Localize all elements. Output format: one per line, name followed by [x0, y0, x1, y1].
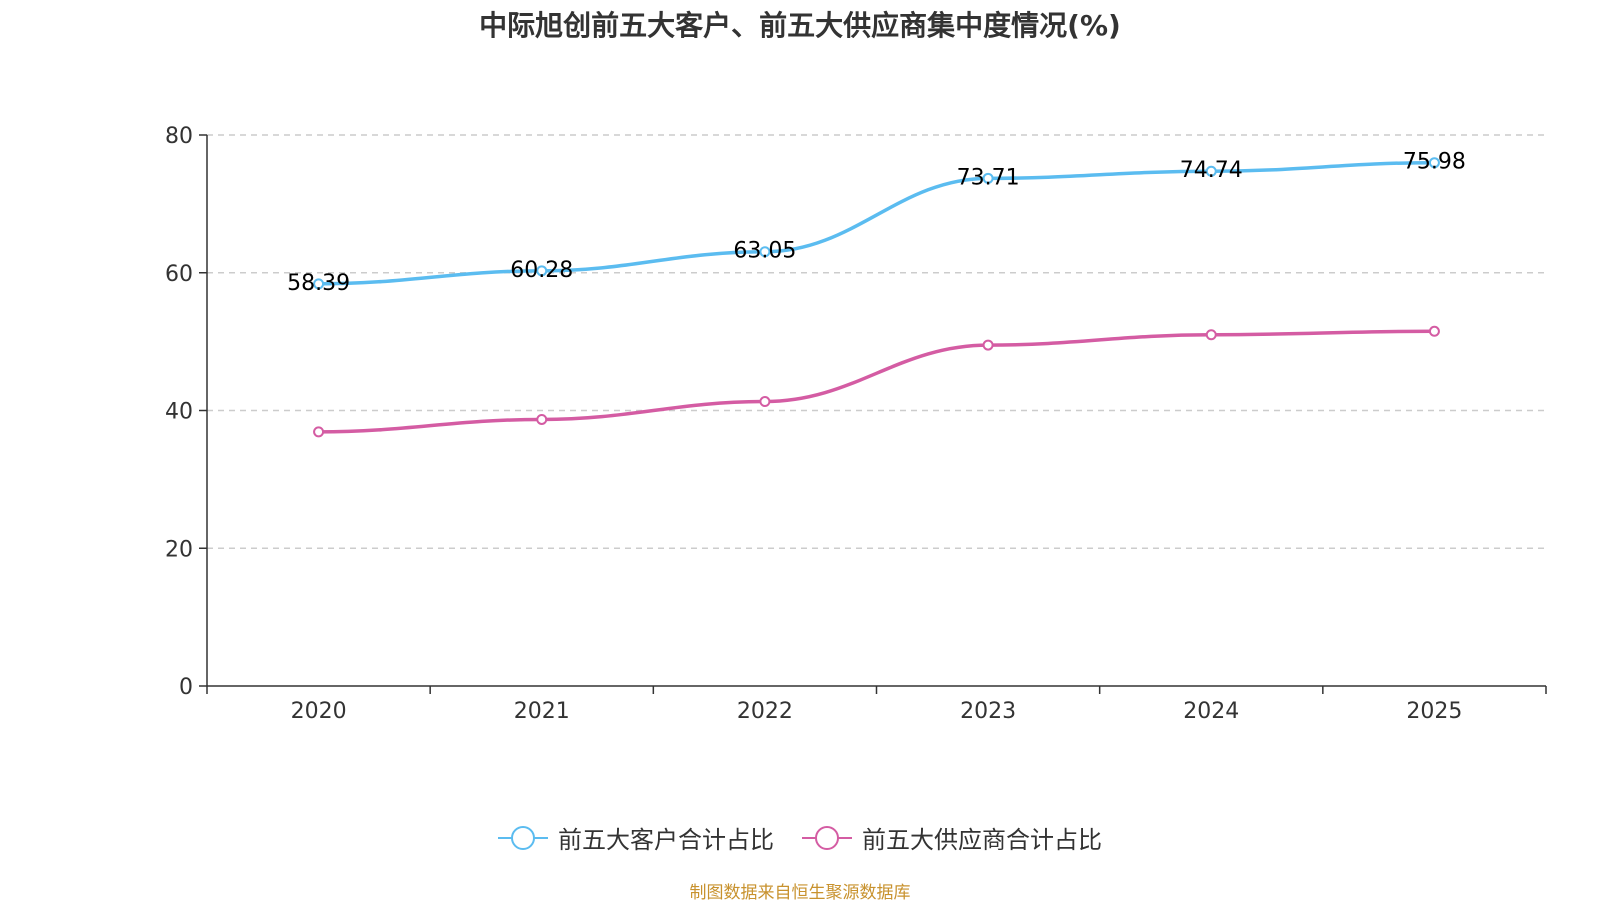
legend: 前五大客户合计占比 前五大供应商合计占比 [0, 820, 1600, 855]
series-0-data-label-2025: 75.98 [1403, 150, 1466, 175]
series-0-data-label-2023: 73.71 [957, 165, 1020, 190]
axis-layer: 0 20 40 60 80 2020 2021 2022 2023 2024 2025 [165, 124, 1547, 724]
y-tick-label-80: 80 [165, 124, 193, 149]
series-0-point-2023 [982, 172, 994, 184]
legend-label-suppliers: 前五大供应商合计占比 [862, 826, 1102, 854]
series-0-data-label-2022: 63.05 [733, 239, 796, 264]
series-0-data-label-2024: 74.74 [1180, 158, 1243, 183]
series-0-point-2022 [759, 246, 771, 258]
source-note: 制图数据来自恒生聚源数据库 [689, 883, 911, 903]
y-tick-label-0: 0 [179, 675, 193, 700]
legend-item-customers[interactable]: 前五大客户合计占比 [498, 820, 774, 855]
series-1-point-2020 [313, 426, 325, 438]
x-tick-label-2022: 2022 [737, 699, 793, 724]
x-tick-label-2023: 2023 [960, 699, 1016, 724]
series-0-data-label-2020: 58.39 [287, 271, 350, 296]
series-0-point-2025 [1428, 157, 1440, 169]
x-tick-label-2021: 2021 [514, 699, 570, 724]
y-tick-label-20: 20 [165, 537, 193, 562]
y-tick-label-60: 60 [165, 262, 193, 287]
series-0-point-2020 [313, 278, 325, 290]
series-line-1 [318, 329, 1435, 434]
legend-swatch-suppliers [802, 825, 852, 850]
series-1-point-2025 [1428, 325, 1440, 337]
line-chart: 0 20 40 60 80 2020 2021 2022 2023 2024 2025 58.39 6… [165, 124, 1547, 724]
legend-label-customers: 前五大客户合计占比 [558, 826, 774, 854]
x-tick-label-2024: 2024 [1183, 699, 1239, 724]
legend-item-suppliers[interactable]: 前五大供应商合计占比 [802, 820, 1102, 855]
grid-layer [207, 134, 1546, 549]
x-tick-label-2020: 2020 [291, 699, 347, 724]
series-1-point-2023 [982, 339, 994, 351]
series-1-point-2024 [1205, 329, 1217, 341]
series-0-point-2024 [1205, 165, 1217, 177]
series-1-point-2022 [759, 396, 771, 408]
label-layer: 58.39 60.28 63.05 73.71 74.74 75.98 [287, 150, 1466, 296]
series-layer [313, 157, 1440, 438]
series-0-point-2021 [536, 265, 548, 277]
series-1-point-2021 [536, 413, 548, 425]
chart-title: 中际旭创前五大客户、前五大供应商集中度情况(%) [479, 9, 1121, 42]
x-tick-label-2025: 2025 [1406, 699, 1462, 724]
series-line-0 [318, 160, 1435, 286]
legend-swatch-customers [498, 825, 548, 850]
y-tick-label-40: 40 [165, 400, 193, 425]
series-0-data-label-2021: 60.28 [510, 258, 573, 283]
